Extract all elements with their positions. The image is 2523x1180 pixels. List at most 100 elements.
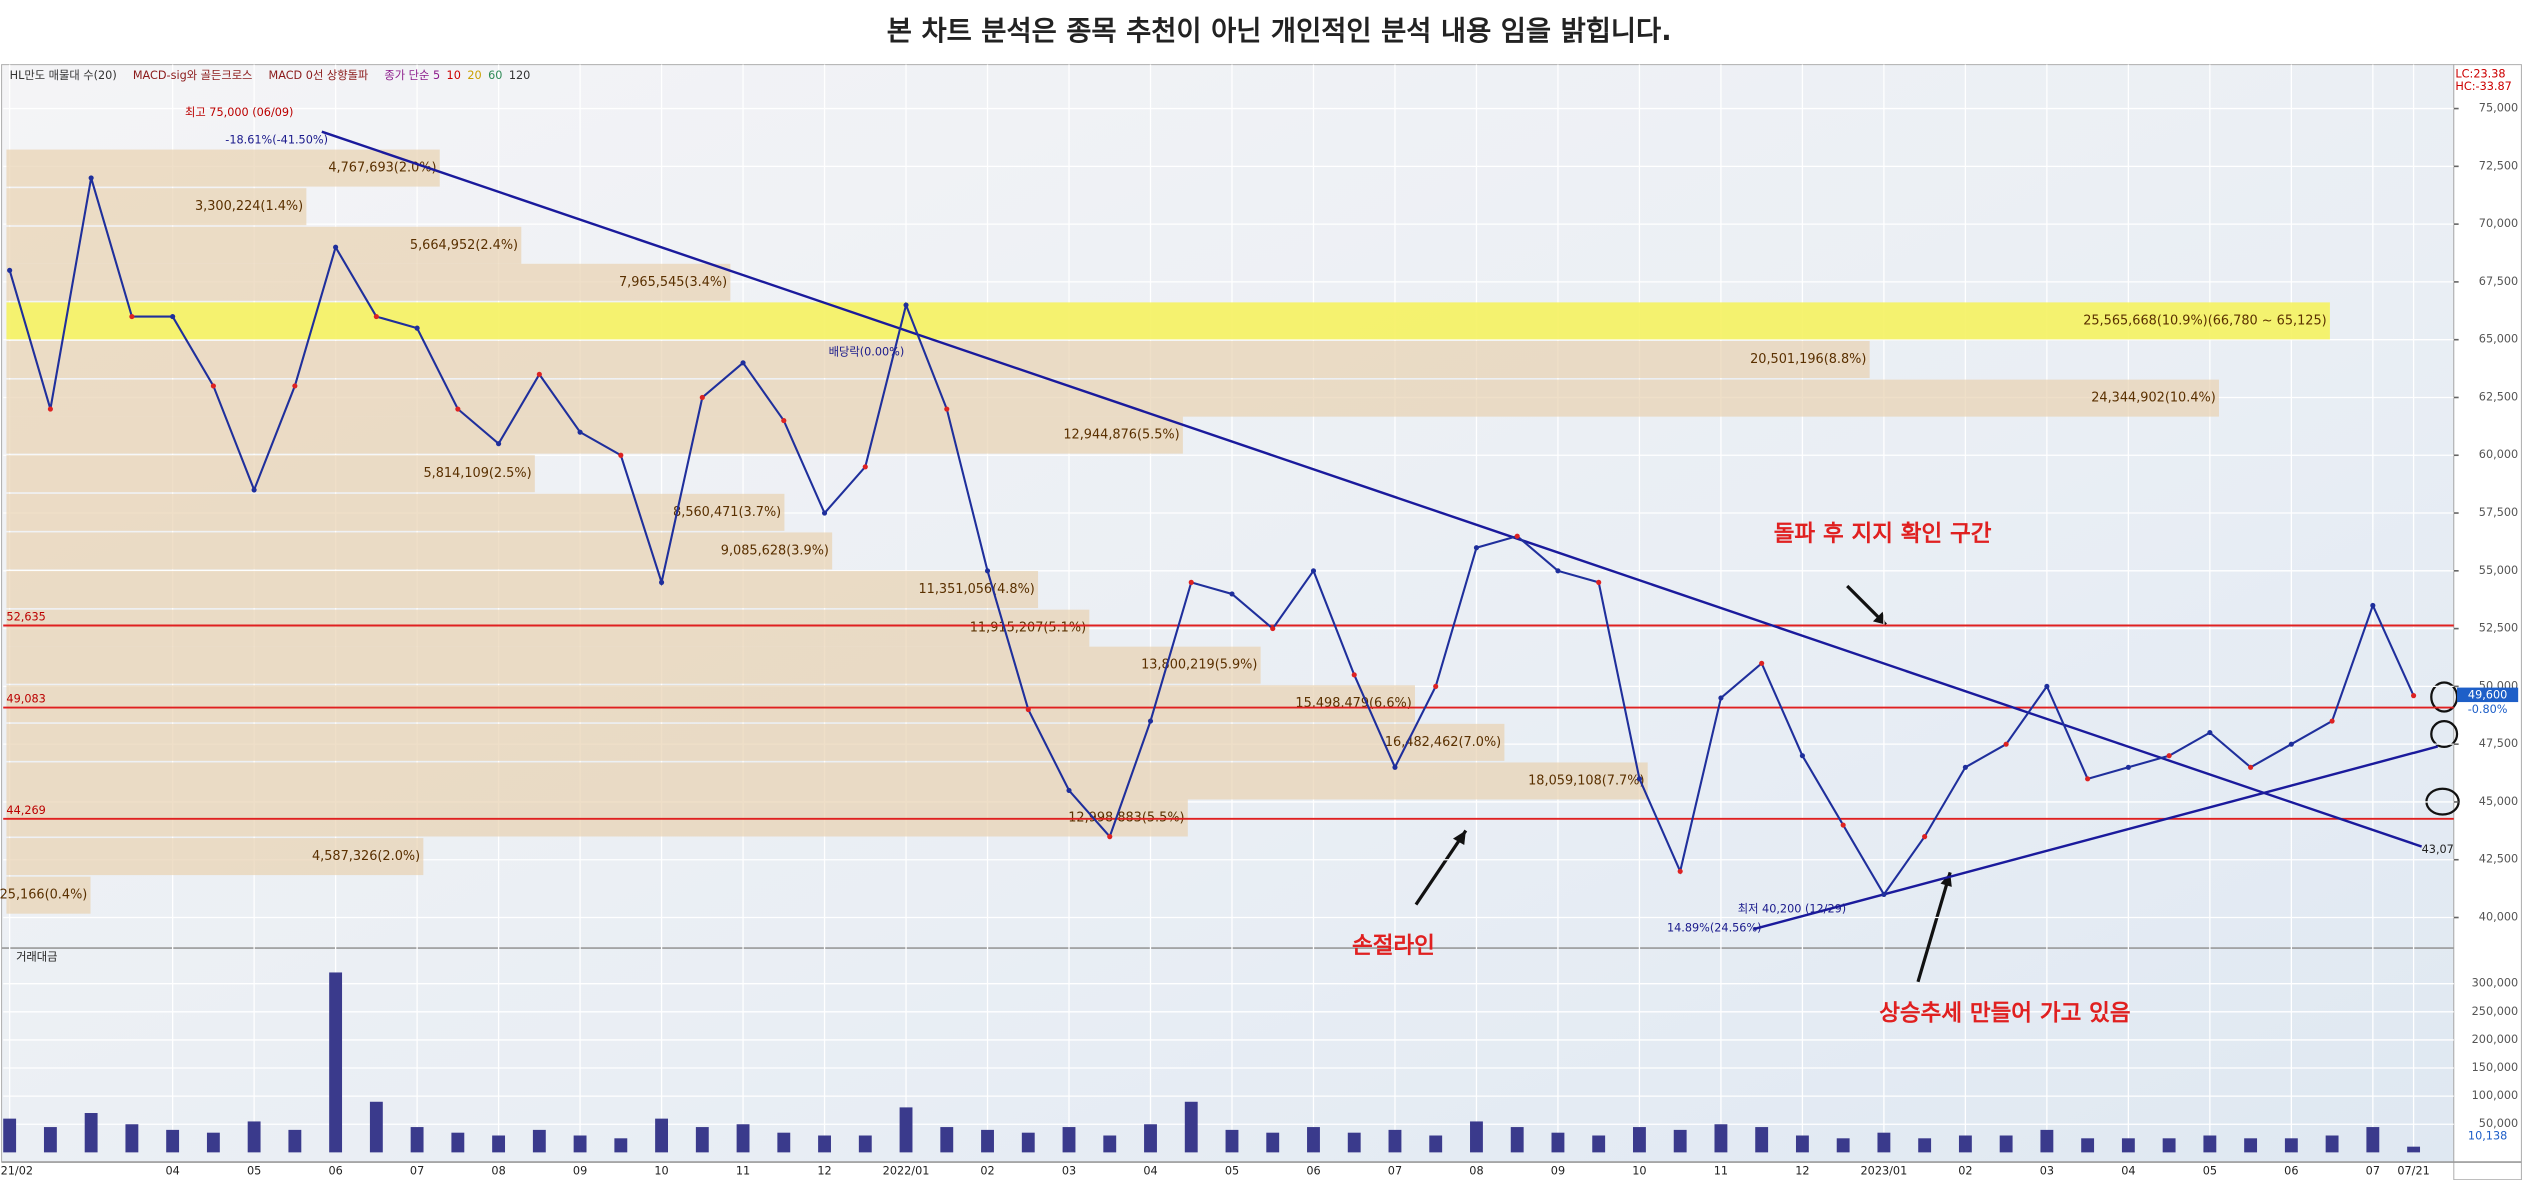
x-tick-label: 07/21 bbox=[2397, 1165, 2429, 1178]
volume-bar bbox=[2284, 1138, 2298, 1153]
volume-bar bbox=[1144, 1124, 1157, 1153]
volume-bar bbox=[1755, 1127, 1769, 1153]
x-tick-label: 07 bbox=[410, 1165, 424, 1178]
support-label: 44,269 bbox=[6, 804, 45, 817]
volume-profile-bar bbox=[6, 685, 1415, 723]
price-note: 최고 75,000 (06/09) bbox=[185, 106, 293, 119]
price-point bbox=[699, 394, 705, 401]
volume-bar bbox=[1347, 1132, 1361, 1153]
price-point bbox=[496, 441, 502, 447]
arrowhead bbox=[1872, 611, 1886, 625]
price-point bbox=[333, 244, 339, 250]
y-tick-label: 200,000 bbox=[2472, 1033, 2519, 1046]
annotation: 상승추세 만들어 가고 있음 bbox=[1879, 1000, 2130, 1026]
x-tick-label: 07 bbox=[1388, 1165, 1402, 1178]
price-point bbox=[1392, 764, 1398, 770]
volume-bar bbox=[1918, 1138, 1932, 1153]
x-tick-label: 02 bbox=[1958, 1165, 1972, 1178]
y-tick-label: 75,000 bbox=[2479, 102, 2518, 115]
last-price-box bbox=[2457, 687, 2519, 703]
x-tick-label: 02 bbox=[980, 1165, 994, 1178]
price-point bbox=[1310, 568, 1317, 574]
y-tick-label: 45,000 bbox=[2479, 795, 2518, 808]
volume-profile-label: 25,565,668(10.9%)(66,780 ~ 65,125) bbox=[2083, 313, 2327, 328]
y-tick-label: 42,500 bbox=[2479, 853, 2518, 866]
price-point bbox=[2248, 764, 2254, 770]
y-tick-label: 40,000 bbox=[2479, 911, 2518, 924]
arrow bbox=[1916, 871, 1952, 983]
price-point bbox=[251, 487, 257, 493]
volume-bar bbox=[2325, 1135, 2339, 1153]
price-point bbox=[2125, 764, 2131, 770]
circle-mark bbox=[2430, 720, 2459, 749]
volume-bar bbox=[532, 1129, 546, 1153]
volume-bar bbox=[43, 1127, 57, 1153]
volume-profile-bar bbox=[6, 762, 1648, 800]
volume-profile-label: 5,664,952(2.4%) bbox=[410, 238, 518, 253]
price-point bbox=[88, 175, 94, 181]
volume-bar bbox=[1673, 1129, 1687, 1153]
volume-bar bbox=[1877, 1132, 1891, 1153]
annotation: 돌파 후 지지 확인 구간 bbox=[1774, 521, 1992, 547]
arrowhead bbox=[1452, 830, 1466, 846]
price-point bbox=[2166, 753, 2172, 759]
corner-label: HC:-33.87 bbox=[2455, 80, 2511, 93]
volume-bar bbox=[1795, 1135, 1809, 1153]
volume-profile-bar bbox=[6, 263, 731, 301]
price-point bbox=[47, 406, 53, 412]
volume-bar bbox=[2121, 1138, 2135, 1153]
volume-profile-bar bbox=[6, 876, 91, 914]
trend-line bbox=[1753, 745, 2439, 931]
price-point bbox=[2329, 718, 2335, 724]
volume-profile-bar bbox=[6, 455, 535, 493]
price-point bbox=[1596, 579, 1602, 585]
price-point bbox=[373, 314, 379, 320]
price-point bbox=[618, 452, 624, 458]
price-point bbox=[1066, 787, 1072, 793]
y-tick-label: 50,000 bbox=[2479, 1117, 2518, 1130]
volume-profile-bar bbox=[6, 646, 1261, 684]
x-tick-label: 10 bbox=[1632, 1165, 1646, 1178]
price-point bbox=[944, 406, 950, 412]
y-tick-label: 57,500 bbox=[2479, 506, 2518, 519]
x-tick-label: 05 bbox=[1225, 1165, 1239, 1178]
price-point bbox=[2411, 693, 2417, 699]
volume-profile-bar bbox=[6, 723, 1505, 761]
price-point bbox=[1270, 626, 1276, 632]
price-point bbox=[1799, 753, 1805, 759]
y-tick-label: 150,000 bbox=[2472, 1061, 2519, 1074]
price-point bbox=[129, 314, 135, 320]
y-tick-label: 47,500 bbox=[2479, 737, 2518, 750]
price-note: -18.61%(-41.50%) bbox=[225, 133, 328, 146]
x-tick-label: 04 bbox=[2121, 1165, 2135, 1178]
volume-profile-bar bbox=[6, 188, 307, 226]
price-note: 최저 40,200 (12/29) bbox=[1738, 902, 1846, 915]
volume-bar bbox=[655, 1118, 669, 1153]
indicator-label: MACD 0선 상향돌파 bbox=[269, 69, 369, 82]
volume-bar bbox=[2407, 1146, 2421, 1153]
x-tick-label: 2023/01 bbox=[1861, 1165, 1908, 1178]
price-point bbox=[821, 510, 828, 516]
x-tick-label: 03 bbox=[1062, 1165, 1076, 1178]
price-point bbox=[1188, 579, 1194, 585]
volume-bar bbox=[1999, 1135, 2013, 1153]
volume-bar bbox=[858, 1135, 872, 1153]
volume-profile-label: 3,300,224(1.4%) bbox=[195, 199, 303, 214]
indicator-label: 20 bbox=[467, 69, 481, 82]
indicator-label: MACD-sig와 골든크로스 bbox=[133, 69, 253, 82]
volume-bar bbox=[1266, 1132, 1280, 1153]
indicator-label: 60 bbox=[488, 69, 502, 82]
volume-title: 거래대금 bbox=[16, 951, 57, 964]
volume-bar bbox=[1592, 1135, 1606, 1153]
volume-profile-label: 16,482,462(7.0%) bbox=[1385, 735, 1501, 750]
price-point bbox=[1718, 695, 1724, 701]
volume-bar bbox=[166, 1129, 180, 1153]
price-note: 배당락(0.00%) bbox=[829, 346, 905, 359]
volume-profile-label: 8,560,471(3.7%) bbox=[673, 505, 781, 520]
volume-bar bbox=[614, 1138, 628, 1153]
volume-profile-label: 9,085,628(3.9%) bbox=[721, 543, 829, 558]
price-point bbox=[1840, 822, 1846, 828]
indicator-label: 120 bbox=[509, 69, 530, 82]
x-tick-label: 05 bbox=[247, 1165, 261, 1178]
